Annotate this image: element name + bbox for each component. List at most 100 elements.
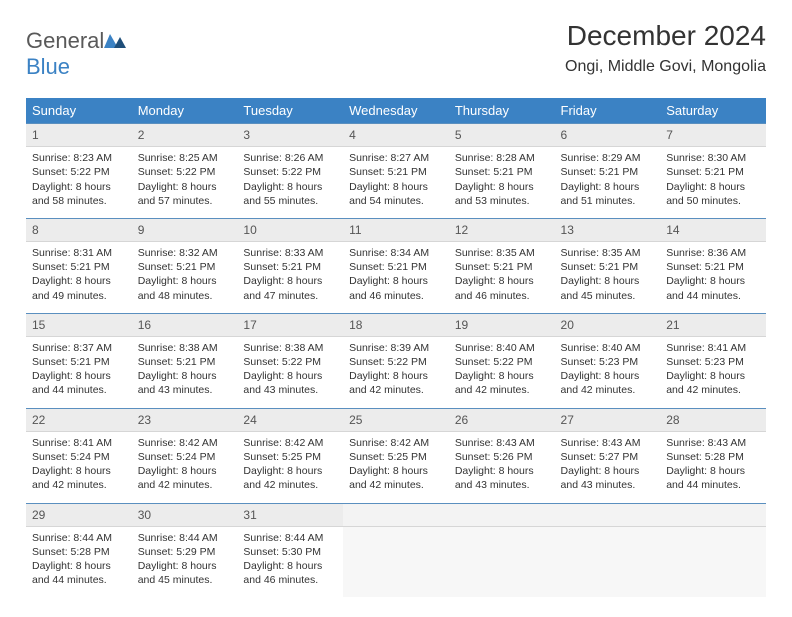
sunset-line: Sunset: 5:22 PM — [455, 355, 549, 369]
sunrise-line: Sunrise: 8:30 AM — [666, 151, 760, 165]
daylight-line: Daylight: 8 hours and 48 minutes. — [138, 274, 232, 302]
sunset-line: Sunset: 5:21 PM — [32, 260, 126, 274]
sunrise-line: Sunrise: 8:41 AM — [32, 436, 126, 450]
day-number-cell: 19 — [449, 313, 555, 337]
day-number-cell: 10 — [237, 218, 343, 242]
sunrise-line: Sunrise: 8:42 AM — [138, 436, 232, 450]
daylight-line: Daylight: 8 hours and 43 minutes. — [561, 464, 655, 492]
sunset-line: Sunset: 5:21 PM — [561, 260, 655, 274]
weekday-header: Thursday — [449, 98, 555, 123]
day-content-row: Sunrise: 8:31 AMSunset: 5:21 PMDaylight:… — [26, 242, 766, 313]
weekday-header: Friday — [555, 98, 661, 123]
sunrise-line: Sunrise: 8:34 AM — [349, 246, 443, 260]
brand-mark-icon — [104, 28, 126, 54]
day-content-cell — [555, 527, 661, 598]
day-number-cell: 22 — [26, 408, 132, 432]
sunrise-line: Sunrise: 8:32 AM — [138, 246, 232, 260]
day-content-row: Sunrise: 8:37 AMSunset: 5:21 PMDaylight:… — [26, 337, 766, 408]
day-number-cell: 25 — [343, 408, 449, 432]
day-number-cell: 13 — [555, 218, 661, 242]
day-content-cell: Sunrise: 8:28 AMSunset: 5:21 PMDaylight:… — [449, 147, 555, 218]
sunrise-line: Sunrise: 8:40 AM — [455, 341, 549, 355]
daylight-line: Daylight: 8 hours and 46 minutes. — [349, 274, 443, 302]
sunset-line: Sunset: 5:25 PM — [243, 450, 337, 464]
day-number-cell: 27 — [555, 408, 661, 432]
weekday-header: Saturday — [660, 98, 766, 123]
day-number-cell: 1 — [26, 123, 132, 147]
daylight-line: Daylight: 8 hours and 44 minutes. — [666, 274, 760, 302]
location-text: Ongi, Middle Govi, Mongolia — [565, 58, 766, 76]
day-content-cell: Sunrise: 8:36 AMSunset: 5:21 PMDaylight:… — [660, 242, 766, 313]
day-content-cell: Sunrise: 8:34 AMSunset: 5:21 PMDaylight:… — [343, 242, 449, 313]
day-content-cell: Sunrise: 8:43 AMSunset: 5:28 PMDaylight:… — [660, 432, 766, 503]
day-number-row: 15161718192021 — [26, 313, 766, 337]
daylight-line: Daylight: 8 hours and 44 minutes. — [32, 369, 126, 397]
day-number-cell: 11 — [343, 218, 449, 242]
day-content-cell: Sunrise: 8:25 AMSunset: 5:22 PMDaylight:… — [132, 147, 238, 218]
day-number-row: 293031 — [26, 503, 766, 527]
sunset-line: Sunset: 5:24 PM — [138, 450, 232, 464]
sunrise-line: Sunrise: 8:25 AM — [138, 151, 232, 165]
calendar-body: 1234567Sunrise: 8:23 AMSunset: 5:22 PMDa… — [26, 123, 766, 597]
sunset-line: Sunset: 5:24 PM — [32, 450, 126, 464]
sunset-line: Sunset: 5:29 PM — [138, 545, 232, 559]
daylight-line: Daylight: 8 hours and 42 minutes. — [455, 369, 549, 397]
sunrise-line: Sunrise: 8:44 AM — [138, 531, 232, 545]
day-content-cell: Sunrise: 8:38 AMSunset: 5:21 PMDaylight:… — [132, 337, 238, 408]
day-content-cell: Sunrise: 8:35 AMSunset: 5:21 PMDaylight:… — [555, 242, 661, 313]
calendar-table: SundayMondayTuesdayWednesdayThursdayFrid… — [26, 98, 766, 597]
sunrise-line: Sunrise: 8:38 AM — [138, 341, 232, 355]
day-content-cell — [660, 527, 766, 598]
sunrise-line: Sunrise: 8:44 AM — [243, 531, 337, 545]
daylight-line: Daylight: 8 hours and 42 minutes. — [666, 369, 760, 397]
day-number-cell: 18 — [343, 313, 449, 337]
sunrise-line: Sunrise: 8:26 AM — [243, 151, 337, 165]
day-number-cell: 4 — [343, 123, 449, 147]
day-number-cell: 26 — [449, 408, 555, 432]
day-content-row: Sunrise: 8:41 AMSunset: 5:24 PMDaylight:… — [26, 432, 766, 503]
sunrise-line: Sunrise: 8:31 AM — [32, 246, 126, 260]
day-number-cell: 28 — [660, 408, 766, 432]
day-content-cell: Sunrise: 8:41 AMSunset: 5:23 PMDaylight:… — [660, 337, 766, 408]
sunrise-line: Sunrise: 8:23 AM — [32, 151, 126, 165]
daylight-line: Daylight: 8 hours and 54 minutes. — [349, 180, 443, 208]
daylight-line: Daylight: 8 hours and 42 minutes. — [32, 464, 126, 492]
day-content-cell: Sunrise: 8:30 AMSunset: 5:21 PMDaylight:… — [660, 147, 766, 218]
day-number-row: 891011121314 — [26, 218, 766, 242]
day-content-cell: Sunrise: 8:42 AMSunset: 5:25 PMDaylight:… — [237, 432, 343, 503]
calendar-page: GeneralBlue December 2024 Ongi, Middle G… — [0, 0, 792, 617]
weekday-header: Sunday — [26, 98, 132, 123]
day-number-cell: 15 — [26, 313, 132, 337]
day-content-cell: Sunrise: 8:44 AMSunset: 5:30 PMDaylight:… — [237, 527, 343, 598]
day-content-cell: Sunrise: 8:35 AMSunset: 5:21 PMDaylight:… — [449, 242, 555, 313]
daylight-line: Daylight: 8 hours and 43 minutes. — [243, 369, 337, 397]
daylight-line: Daylight: 8 hours and 50 minutes. — [666, 180, 760, 208]
daylight-line: Daylight: 8 hours and 51 minutes. — [561, 180, 655, 208]
daylight-line: Daylight: 8 hours and 55 minutes. — [243, 180, 337, 208]
sunset-line: Sunset: 5:21 PM — [138, 355, 232, 369]
sunset-line: Sunset: 5:28 PM — [32, 545, 126, 559]
daylight-line: Daylight: 8 hours and 46 minutes. — [243, 559, 337, 587]
sunrise-line: Sunrise: 8:41 AM — [666, 341, 760, 355]
sunset-line: Sunset: 5:21 PM — [349, 260, 443, 274]
day-number-cell: 5 — [449, 123, 555, 147]
sunrise-line: Sunrise: 8:42 AM — [243, 436, 337, 450]
day-content-cell: Sunrise: 8:42 AMSunset: 5:24 PMDaylight:… — [132, 432, 238, 503]
day-number-cell: 8 — [26, 218, 132, 242]
sunrise-line: Sunrise: 8:29 AM — [561, 151, 655, 165]
day-number-cell: 31 — [237, 503, 343, 527]
day-number-cell — [660, 503, 766, 527]
sunrise-line: Sunrise: 8:35 AM — [561, 246, 655, 260]
sunset-line: Sunset: 5:21 PM — [138, 260, 232, 274]
day-number-cell: 9 — [132, 218, 238, 242]
sunrise-line: Sunrise: 8:42 AM — [349, 436, 443, 450]
daylight-line: Daylight: 8 hours and 58 minutes. — [32, 180, 126, 208]
brand-part1: General — [26, 28, 104, 53]
sunset-line: Sunset: 5:30 PM — [243, 545, 337, 559]
sunset-line: Sunset: 5:21 PM — [349, 165, 443, 179]
day-number-cell: 7 — [660, 123, 766, 147]
day-content-cell: Sunrise: 8:40 AMSunset: 5:22 PMDaylight:… — [449, 337, 555, 408]
sunset-line: Sunset: 5:21 PM — [243, 260, 337, 274]
sunset-line: Sunset: 5:23 PM — [561, 355, 655, 369]
sunrise-line: Sunrise: 8:43 AM — [666, 436, 760, 450]
